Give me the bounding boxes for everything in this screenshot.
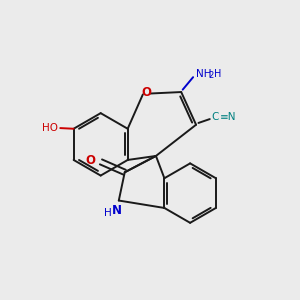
Text: O: O <box>85 154 96 167</box>
Text: H: H <box>103 208 111 218</box>
Text: 2: 2 <box>208 71 214 80</box>
Text: N: N <box>112 203 122 217</box>
Text: O: O <box>141 86 152 99</box>
Text: H: H <box>214 69 222 79</box>
Text: C: C <box>212 112 219 122</box>
Text: ≡N: ≡N <box>220 112 237 122</box>
Text: NH: NH <box>196 69 212 79</box>
Text: HO: HO <box>42 123 58 133</box>
